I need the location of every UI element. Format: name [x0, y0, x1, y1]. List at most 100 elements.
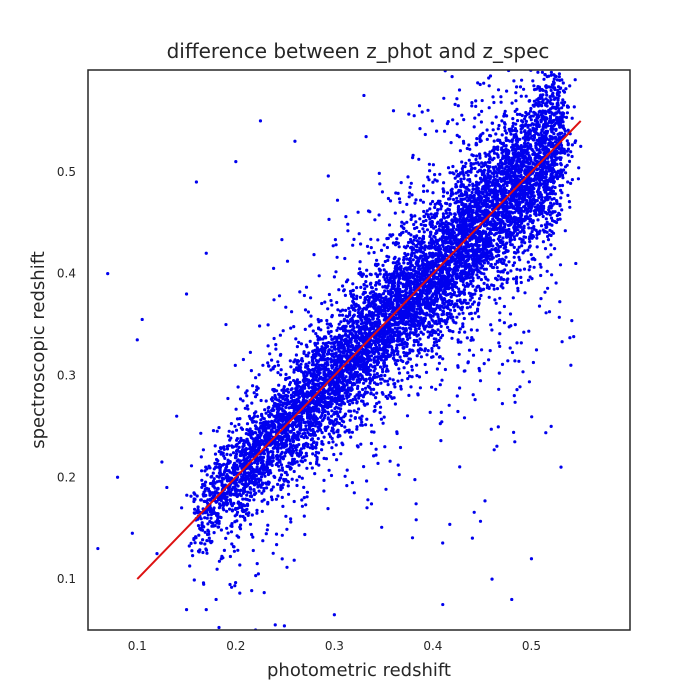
data-point	[551, 102, 555, 106]
data-point	[234, 407, 238, 411]
data-point	[322, 478, 326, 482]
data-point	[507, 260, 511, 264]
data-point	[280, 238, 284, 242]
data-point	[511, 430, 516, 434]
data-point	[487, 84, 491, 88]
data-point	[543, 290, 547, 294]
data-point	[312, 253, 316, 257]
data-point	[245, 493, 249, 497]
data-point	[345, 352, 349, 356]
data-point	[334, 243, 338, 247]
data-point	[393, 402, 397, 406]
data-point	[424, 212, 428, 216]
data-point	[441, 312, 446, 316]
data-point	[269, 368, 273, 372]
data-point	[407, 393, 411, 397]
data-point	[282, 479, 286, 483]
data-point	[213, 444, 217, 448]
data-point	[469, 328, 473, 332]
data-point	[366, 498, 370, 502]
data-point	[334, 270, 338, 274]
data-point	[490, 328, 494, 332]
data-point	[473, 311, 477, 315]
data-point	[191, 554, 195, 558]
data-point	[255, 511, 259, 515]
data-point	[343, 256, 347, 261]
data-point	[453, 308, 457, 313]
data-point	[409, 181, 413, 185]
data-point	[279, 368, 283, 372]
data-point	[315, 460, 319, 464]
plot-area	[96, 70, 583, 630]
data-point	[542, 77, 546, 81]
data-point	[557, 107, 561, 111]
data-point	[502, 144, 506, 148]
data-point	[492, 448, 496, 452]
data-point	[244, 391, 248, 395]
data-point	[487, 157, 492, 161]
data-point	[302, 420, 306, 425]
data-point	[385, 245, 389, 250]
data-point	[405, 344, 409, 348]
data-point	[430, 349, 434, 353]
data-point	[374, 382, 378, 386]
data-point	[382, 268, 386, 272]
data-point	[413, 201, 417, 205]
data-point	[454, 227, 459, 232]
data-point	[331, 244, 335, 248]
data-point	[317, 320, 321, 324]
data-point	[563, 151, 567, 155]
data-point	[522, 267, 527, 271]
data-point	[512, 79, 516, 83]
data-point	[472, 125, 476, 129]
data-point	[375, 258, 379, 262]
data-point	[514, 281, 519, 285]
data-point	[445, 122, 449, 126]
data-point	[511, 263, 515, 267]
data-point	[516, 286, 520, 290]
data-point	[473, 288, 477, 292]
data-point	[461, 324, 465, 329]
data-point	[379, 405, 383, 409]
data-point	[414, 198, 418, 202]
data-point	[307, 361, 311, 365]
data-point	[351, 282, 355, 286]
data-point	[284, 514, 288, 518]
data-point	[410, 375, 414, 379]
data-point	[504, 255, 508, 259]
data-point	[455, 97, 459, 101]
data-point	[446, 325, 450, 329]
data-point	[497, 387, 501, 391]
data-point	[457, 135, 461, 139]
data-point	[285, 565, 289, 569]
data-point	[570, 319, 574, 323]
data-point	[338, 327, 342, 331]
data-point	[358, 367, 362, 371]
data-point	[407, 112, 411, 116]
data-point	[230, 542, 234, 546]
data-point	[503, 223, 507, 227]
data-point	[436, 332, 441, 337]
data-point	[461, 311, 465, 315]
data-point	[211, 521, 215, 525]
data-point	[282, 391, 286, 395]
data-point	[264, 429, 268, 433]
data-point	[233, 507, 238, 511]
data-point	[466, 173, 470, 177]
data-point	[250, 401, 254, 405]
data-point	[289, 326, 293, 330]
data-point	[503, 109, 507, 113]
data-point	[365, 390, 369, 394]
data-point	[470, 104, 474, 108]
data-point	[252, 391, 256, 395]
data-point	[211, 471, 215, 475]
data-point	[269, 488, 273, 492]
data-point	[453, 102, 457, 106]
data-point	[246, 490, 250, 494]
data-point	[316, 437, 320, 441]
data-point	[519, 280, 523, 285]
data-point	[502, 304, 506, 309]
data-point	[219, 515, 223, 520]
data-point	[549, 253, 553, 257]
data-point	[304, 424, 308, 428]
